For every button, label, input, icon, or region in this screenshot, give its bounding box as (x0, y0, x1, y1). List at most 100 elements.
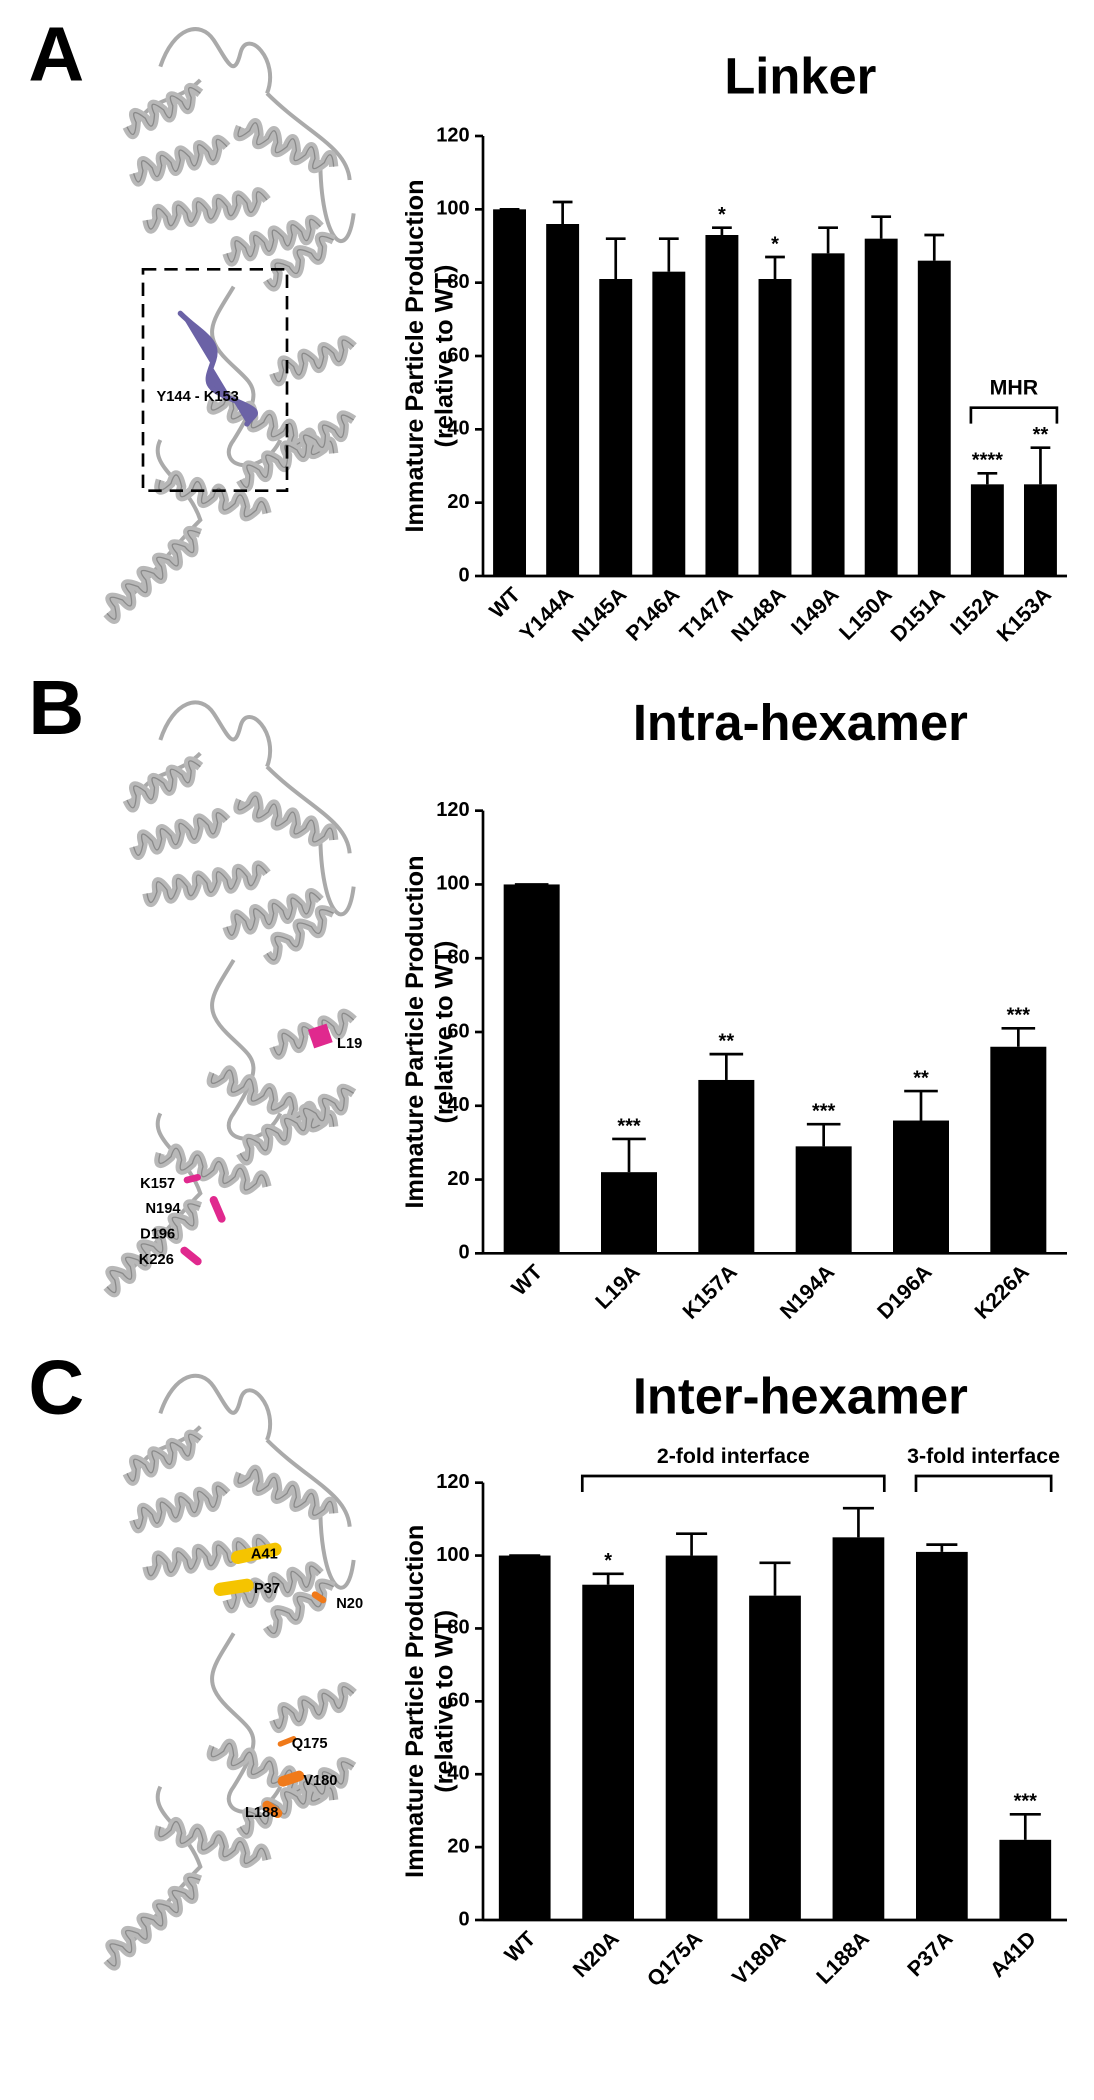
y-tick-label: 40 (447, 418, 469, 440)
structure-label: D196 (140, 1227, 175, 1243)
highlight-residue (177, 310, 258, 427)
protein-helix-edge (106, 529, 201, 620)
highlight-residue (180, 1246, 202, 1266)
y-tick-label: 80 (447, 1617, 469, 1639)
bracket (969, 406, 1059, 424)
protein-helix-edge (106, 1203, 201, 1294)
x-tick-label: K153A (992, 583, 1056, 647)
significance: * (604, 1550, 612, 1572)
significance: *** (1007, 1005, 1031, 1027)
protein-structure (103, 700, 357, 1298)
protein-helix-edge (237, 122, 335, 170)
panel-letter: B (28, 665, 84, 751)
protein-helix-edge (237, 795, 335, 843)
y-tick-label: 40 (447, 1094, 469, 1116)
highlight-residue (277, 1770, 305, 1787)
x-tick-label: K157A (678, 1260, 742, 1324)
structure-label: K157 (140, 1176, 175, 1192)
significance: **** (972, 450, 1003, 472)
highlight-residue (311, 1591, 327, 1604)
y-tick-label: 60 (447, 1020, 469, 1042)
structure-label: L19 (337, 1036, 362, 1052)
x-tick-label: T147A (675, 583, 737, 645)
highlight-residue (231, 1542, 282, 1564)
x-tick-label: WT (500, 1927, 540, 1967)
bar (1023, 484, 1057, 576)
significance: ** (1033, 424, 1049, 446)
structure-label: N194 (145, 1201, 181, 1217)
protein-helix (233, 118, 339, 174)
highlight-residue (262, 1800, 283, 1818)
bar (795, 1146, 852, 1254)
y-axis-label: Immature Particle Production (401, 179, 429, 532)
y-tick-label: 0 (459, 1908, 470, 1930)
chart-title: Inter-hexamer (633, 1367, 968, 1424)
x-tick-label: V180A (727, 1927, 790, 1990)
protein-helix-edge (266, 235, 334, 288)
x-tick-label: I149A (786, 583, 843, 640)
protein-helix-edge (273, 1686, 355, 1729)
protein-helix-edge (273, 339, 355, 383)
structure-label: K226 (139, 1252, 174, 1268)
bar (749, 1595, 801, 1920)
structure-label: Y144 - K153 (157, 389, 239, 405)
protein-helix-edge (266, 909, 334, 961)
x-tick-label: N194A (775, 1260, 839, 1324)
y-tick-label: 20 (447, 1168, 469, 1190)
x-tick-label: L19A (591, 1260, 645, 1314)
bar (601, 1172, 657, 1254)
y-axis-label: Immature Particle Production (401, 855, 429, 1208)
protein-helix (103, 1872, 203, 1971)
bracket (580, 1474, 886, 1492)
bar (999, 1839, 1052, 1920)
protein-helix-edge (133, 1485, 228, 1530)
highlight-residue (183, 1174, 201, 1184)
significance: *** (812, 1101, 836, 1123)
x-tick-label: N145A (567, 583, 631, 647)
structure-label: V180 (303, 1773, 337, 1789)
protein-helix-edge (126, 87, 201, 136)
x-tick-label: WT (485, 583, 525, 623)
y-axis-label: (relative to WT) (430, 265, 458, 448)
structure-label: N20 (336, 1596, 363, 1612)
bar (493, 209, 527, 577)
bar (546, 224, 580, 576)
x-tick-label: Y144A (515, 583, 578, 646)
bar (893, 1120, 949, 1254)
bar (832, 1537, 885, 1920)
bar (503, 884, 560, 1254)
bar (758, 279, 792, 576)
significance: ** (719, 1030, 735, 1052)
significance: * (771, 233, 779, 255)
bracket-label: 2-fold interface (657, 1444, 810, 1468)
bar (970, 484, 1004, 576)
protein-structure (103, 27, 357, 624)
y-tick-label: 80 (447, 271, 469, 293)
bracket-label: 3-fold interface (907, 1444, 1060, 1468)
bar (652, 271, 686, 576)
y-tick-label: 100 (436, 198, 469, 220)
protein-helix-edge (106, 1876, 201, 1967)
highlight-residue (209, 1196, 226, 1223)
y-tick-label: 100 (436, 873, 469, 895)
protein-helix-edge (226, 218, 321, 263)
bar (811, 253, 845, 577)
chart-title: Linker (724, 47, 876, 104)
significance: *** (1014, 1791, 1038, 1813)
panel-letter: A (28, 11, 84, 97)
protein-helix-edge (239, 414, 355, 488)
x-tick-label: K226A (970, 1260, 1034, 1324)
y-tick-label: 20 (447, 1835, 469, 1857)
protein-helix-edge (126, 760, 201, 809)
y-tick-label: 100 (436, 1544, 469, 1566)
highlight-residue (213, 1578, 254, 1596)
significance: * (718, 204, 726, 226)
y-tick-label: 80 (447, 947, 469, 969)
y-tick-label: 120 (436, 799, 469, 821)
protein-helix-edge (226, 892, 321, 936)
structure-label: A41 (251, 1547, 278, 1563)
protein-helix (103, 525, 203, 624)
protein-helix-edge (266, 1582, 334, 1635)
x-tick-label: P37A (903, 1927, 958, 1982)
